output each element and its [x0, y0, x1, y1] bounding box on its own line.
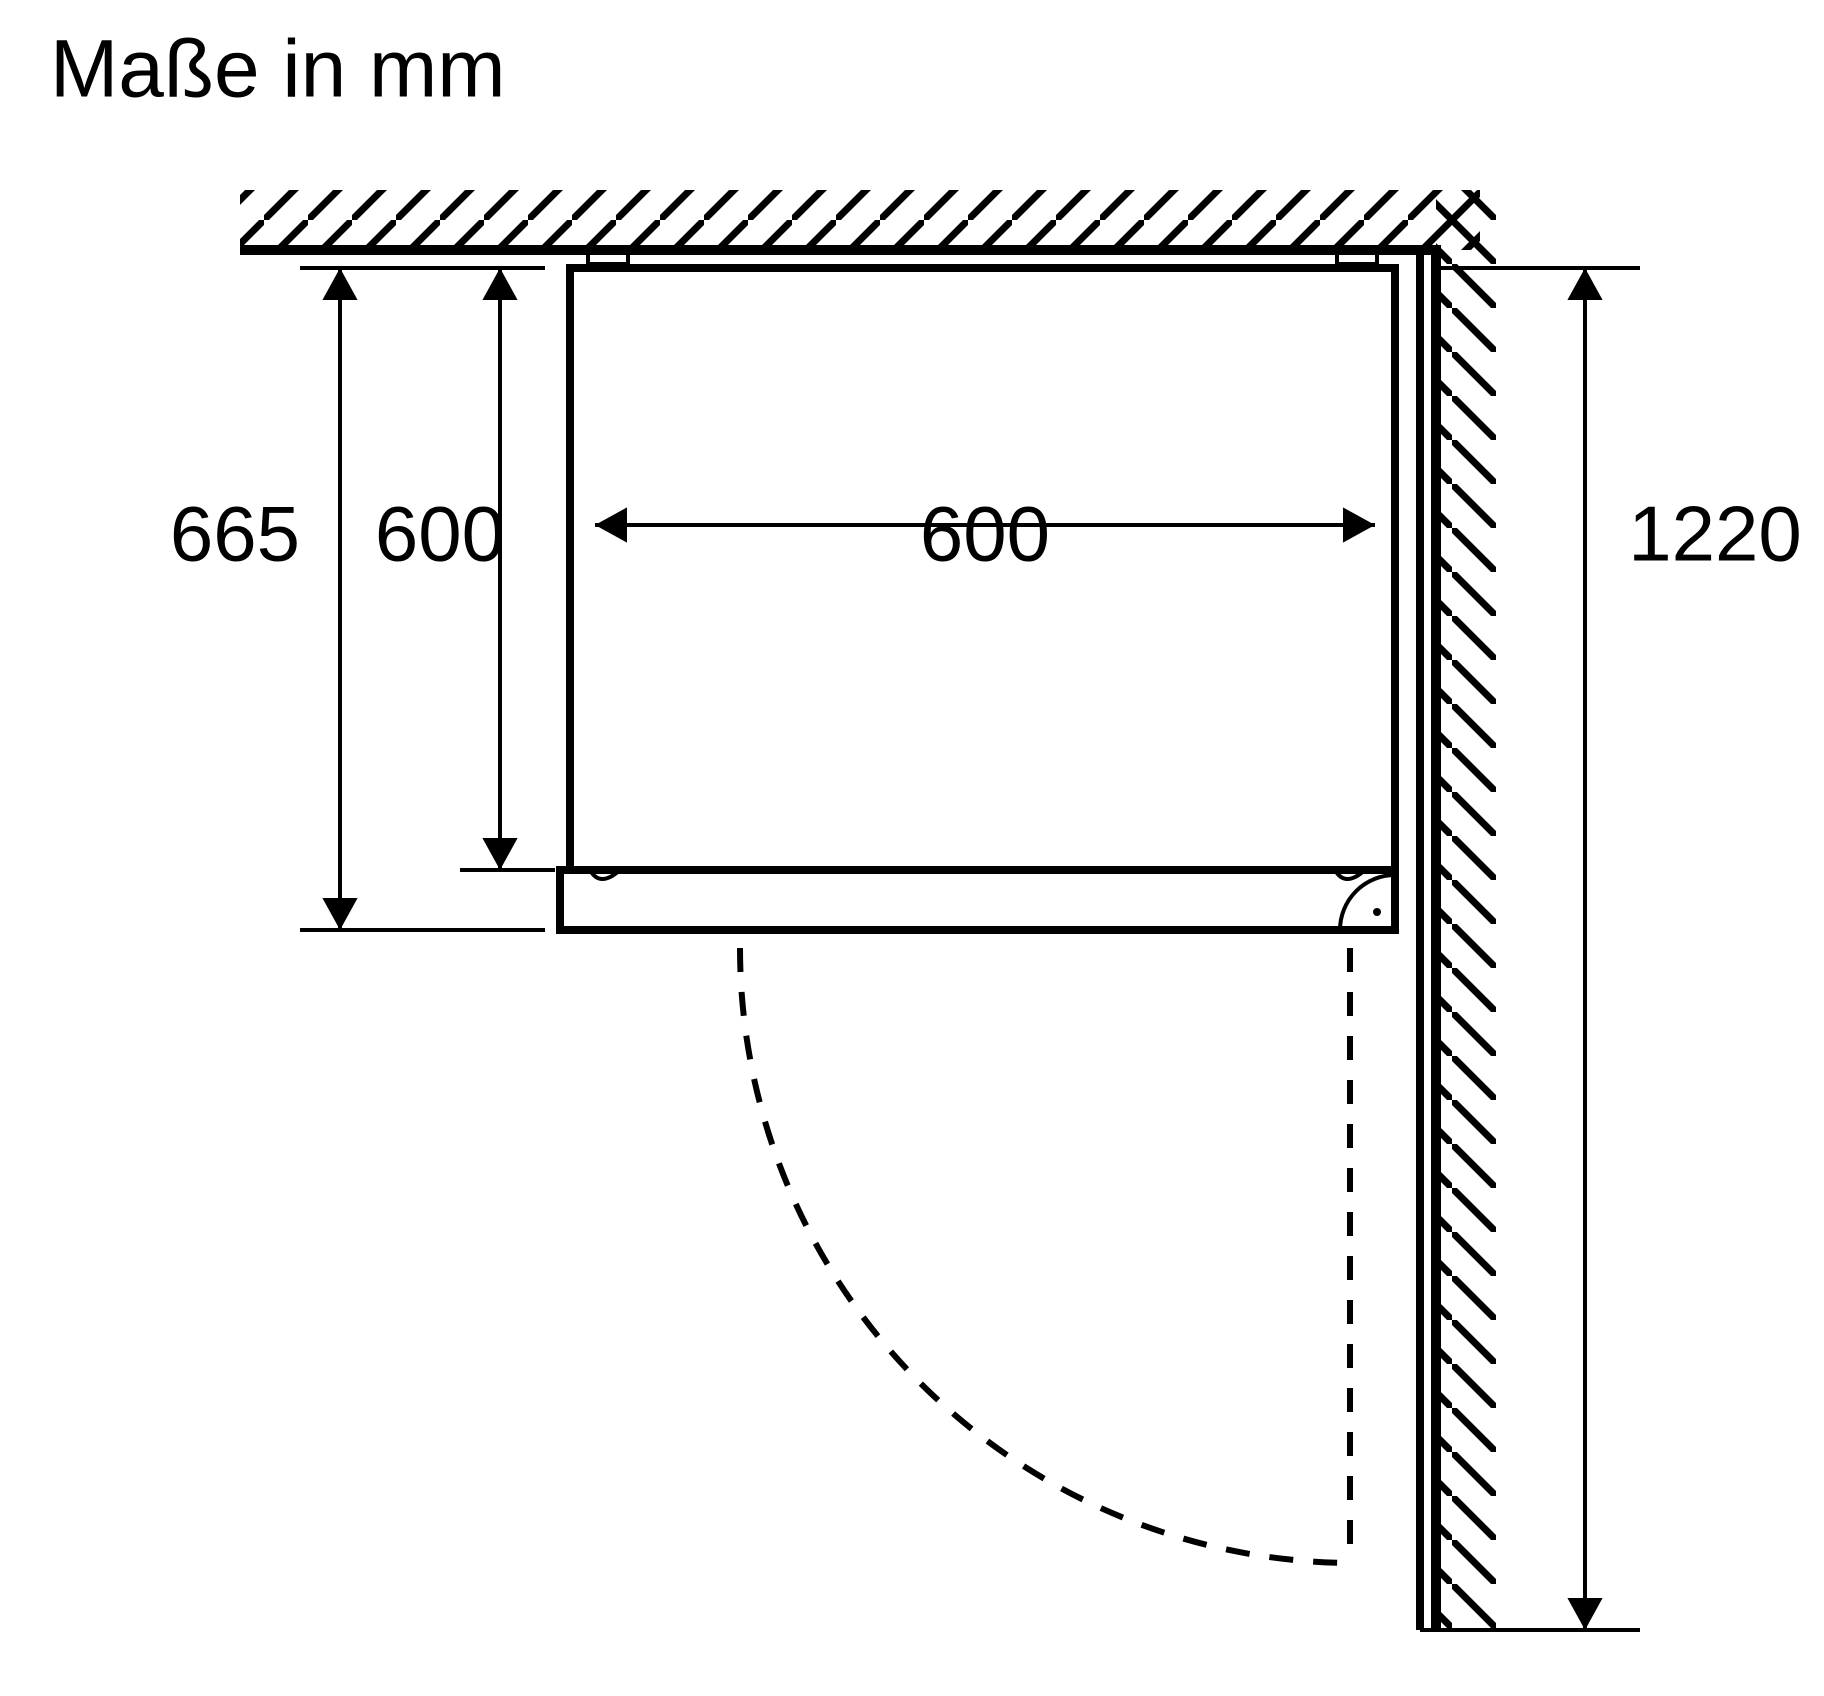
- dimension-1220: 1220: [1628, 490, 1802, 578]
- dimension-600-horizontal: 600: [920, 490, 1050, 578]
- title-label: Maße in mm: [50, 23, 506, 114]
- dimension-665: 665: [170, 490, 300, 578]
- dimension-600-vertical: 600: [375, 490, 505, 578]
- technical-drawing: 665 600 600 1220: [170, 190, 1802, 1630]
- door-swing-arc: [740, 948, 1355, 1563]
